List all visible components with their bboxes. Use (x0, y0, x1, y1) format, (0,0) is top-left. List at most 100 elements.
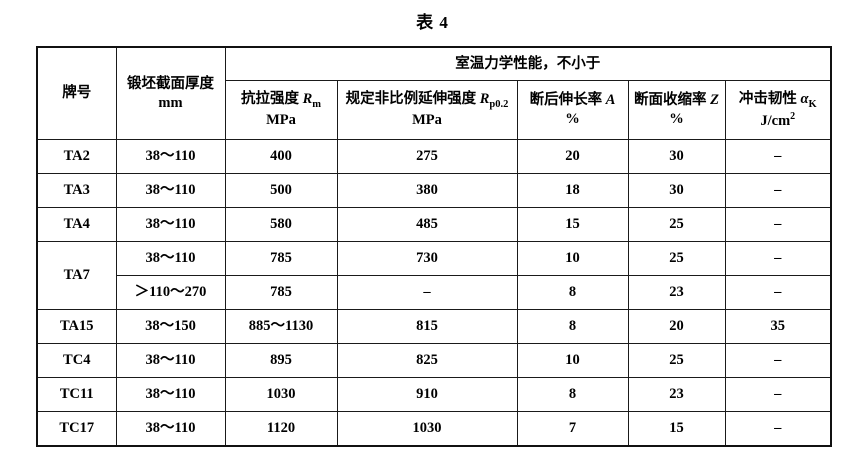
cell-tensile-strength: 1120 (224, 411, 338, 447)
header-cell-tensile-strength: 抗拉强度 Rm MPa (224, 80, 338, 140)
cell-tensile-strength: 895 (224, 343, 338, 378)
cell-tensile-strength: 500 (224, 173, 338, 208)
header-tensile-symbol: R (302, 91, 313, 108)
table-header-row-sub: 抗拉强度 Rm MPa 规定非比例延伸强度 Rp0.2 MPa 断后伸长率 A … (37, 80, 832, 140)
cell-elongation: 18 (516, 173, 629, 208)
header-tensile-label: 抗拉强度 (240, 91, 303, 108)
cell-reduction-of-area: 25 (627, 241, 726, 276)
table-container: 牌号 锻坯截面厚度 mm 室温力学性能，不小于 抗拉强度 Rm MPa 规定非比… (36, 46, 833, 447)
header-reduction-symbol: Z (710, 92, 719, 109)
header-elongation-unit: % (565, 111, 580, 127)
header-thickness-unit: mm (158, 94, 183, 111)
cell-impact-toughness: – (724, 377, 832, 412)
cell-impact-toughness: – (724, 173, 832, 208)
table-row: TC17 38～110 1120 1030 7 15– (36, 411, 832, 447)
cell-thickness: 38～110 (115, 173, 226, 208)
cell-grade: TC11 (36, 377, 117, 412)
header-proof-label: 规定非比例延伸强度 (345, 91, 480, 108)
cell-reduction-of-area: 25 (627, 343, 726, 378)
cell-thickness: 38～110 (115, 343, 226, 378)
cell-thickness: 38～110 (115, 207, 226, 242)
cell-elongation: 10 (516, 241, 629, 276)
cell-proof-strength: 730 (336, 241, 518, 276)
header-reduction-label: 断面收缩率 (634, 92, 711, 109)
header-proof-subscript: p0.2 (489, 98, 509, 110)
table-row: TA3 38～110 500 380 18 30– (36, 173, 832, 208)
cell-tensile-strength: 400 (224, 139, 338, 174)
header-impact-unit-base: J/cm (760, 112, 791, 129)
cell-tensile-strength: 1030 (224, 377, 338, 412)
mechanical-properties-table: 牌号 锻坯截面厚度 mm 室温力学性能，不小于 抗拉强度 Rm MPa 规定非比… (36, 46, 833, 447)
cell-tensile-strength: 580 (224, 207, 338, 242)
header-cell-impact-toughness: 冲击韧性 αK J/cm2 (724, 80, 832, 140)
table-row: TA4 38～110 580 485 15 25– (36, 207, 832, 242)
cell-grade: TA2 (36, 139, 117, 174)
header-cell-reduction-of-area: 断面收缩率 Z % (627, 80, 726, 140)
cell-elongation: 8 (516, 309, 629, 344)
cell-impact-toughness: – (724, 411, 832, 447)
cell-reduction-of-area: 20 (627, 309, 726, 344)
cell-proof-strength: 275 (336, 139, 518, 174)
cell-reduction-of-area: 15 (627, 411, 726, 447)
cell-impact-toughness: – (724, 241, 832, 276)
cell-elongation: 8 (516, 275, 629, 310)
cell-proof-strength: 380 (336, 173, 518, 208)
cell-tensile-strength: 785 (224, 275, 338, 310)
cell-thickness: 38～110 (115, 139, 226, 174)
cell-proof-strength: – (336, 275, 518, 310)
cell-grade: TA15 (36, 309, 117, 344)
header-cell-thickness: 锻坯截面厚度 mm (115, 46, 226, 140)
table-row: ＞110～270 785–8 23– (37, 275, 832, 310)
cell-proof-strength: 815 (336, 309, 518, 344)
cell-reduction-of-area: 23 (627, 377, 726, 412)
header-reduction-unit: % (669, 111, 684, 127)
header-proof-unit: MPa (412, 112, 442, 129)
cell-grade: TC17 (36, 411, 117, 447)
header-impact-unit-exponent: 2 (790, 110, 796, 122)
cell-elongation: 10 (516, 343, 629, 378)
cell-proof-strength: 825 (336, 343, 518, 378)
table-row: TC11 38～110 1030 910 8 23– (36, 377, 832, 412)
cell-grade: TA4 (36, 207, 117, 242)
cell-elongation: 20 (516, 139, 629, 174)
table-row: TA7 38～110 785 730 10 25– (36, 241, 832, 310)
cell-grade: TC4 (36, 343, 117, 378)
cell-grade: TA3 (36, 173, 117, 208)
cell-thickness: ＞110～270 (115, 275, 226, 310)
cell-grade: TA7 (36, 241, 117, 310)
cell-proof-strength: 485 (336, 207, 518, 242)
table-row: TA2 38～110 400 275 20 30– (36, 139, 832, 174)
cell-reduction-of-area: 30 (627, 173, 726, 208)
header-tensile-unit: MPa (266, 112, 296, 129)
cell-impact-toughness: – (724, 207, 832, 242)
cell-impact-toughness: – (724, 139, 832, 174)
cell-reduction-of-area: 30 (627, 139, 726, 174)
cell-thickness: 38～150 (115, 309, 226, 344)
header-elongation-label: 断后伸长率 (529, 92, 606, 109)
cell-reduction-of-area: 25 (627, 207, 726, 242)
cell-thickness: 38～110 (115, 377, 226, 412)
cell-impact-toughness: – (724, 343, 832, 378)
cell-proof-strength: 910 (336, 377, 518, 412)
header-impact-subscript: K (808, 98, 817, 110)
header-tensile-subscript: m (312, 98, 322, 110)
header-cell-elongation: 断后伸长率 A % (516, 80, 629, 140)
header-impact-symbol: α (800, 90, 809, 107)
header-impact-unit: J/cm2 (728, 111, 829, 130)
cell-impact-toughness: 35 (724, 309, 832, 344)
header-elongation-symbol: A (605, 92, 616, 109)
cell-elongation: 8 (516, 377, 629, 412)
cell-tensile-strength: 885～1130 (224, 309, 338, 344)
cell-reduction-of-area: 23 (627, 275, 726, 310)
header-cell-group-room-temp: 室温力学性能，不小于 (224, 46, 832, 81)
cell-thickness: 38～110 (115, 241, 226, 276)
header-cell-grade: 牌号 (36, 46, 117, 140)
table-header-row-group: 牌号 锻坯截面厚度 mm 室温力学性能，不小于 (36, 46, 832, 140)
header-thickness-name: 锻坯截面厚度 (127, 75, 214, 92)
cell-impact-toughness: – (724, 275, 832, 310)
cell-thickness: 38～110 (115, 411, 226, 447)
header-cell-proof-strength: 规定非比例延伸强度 Rp0.2 MPa (336, 80, 518, 140)
table-row: TA15 38～150 885～1130 815 8 20 35 (36, 309, 832, 344)
table-row: TC4 38～110 895 825 10 25– (36, 343, 832, 378)
